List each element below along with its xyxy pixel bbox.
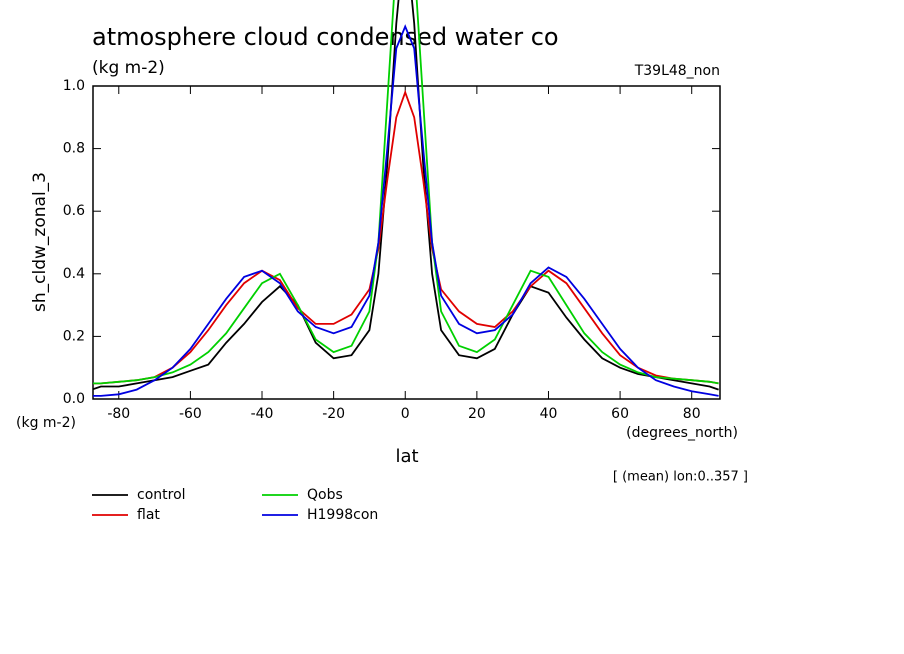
y-tick-label: 1.0 <box>63 78 85 94</box>
legend-label: control <box>137 487 186 503</box>
x-units: (degrees_north) <box>626 425 738 441</box>
y-tick-label: 0.4 <box>63 266 85 282</box>
x-tick-label: -40 <box>251 406 274 422</box>
note: [ (mean) lon:0..357 ] <box>613 470 748 485</box>
x-axis-label: lat <box>395 446 418 467</box>
y-tick-label: 0.0 <box>63 391 85 407</box>
series-line <box>93 89 719 385</box>
x-tick-label: 40 <box>540 406 558 422</box>
x-tick-label: -60 <box>179 406 202 422</box>
series-line <box>93 0 719 385</box>
chart-subtitle: (kg m-2) <box>92 58 165 78</box>
legend-label: flat <box>137 507 160 523</box>
y-tick-label: 0.8 <box>63 141 85 157</box>
x-tick-label: -80 <box>107 406 130 422</box>
chart-title: atmosphere cloud condensed water co <box>92 23 559 51</box>
x-tick-label: 60 <box>611 406 629 422</box>
run-label: T39L48_non <box>634 63 720 79</box>
y-tick-label: 0.2 <box>63 328 85 344</box>
y-units: (kg m-2) <box>16 415 76 431</box>
y-axis-label: sh_cldw_zonal_3 <box>30 172 50 312</box>
x-tick-label: 20 <box>468 406 486 422</box>
plot-lines <box>93 0 719 397</box>
series-line <box>93 0 719 391</box>
x-tick-label: 80 <box>683 406 701 422</box>
x-tick-label: -20 <box>322 406 345 422</box>
series-line <box>93 24 719 397</box>
x-tick-label: 0 <box>401 406 410 422</box>
plot-frame <box>92 85 721 400</box>
y-tick-label: 0.6 <box>63 203 85 219</box>
legend-label: H1998con <box>307 507 378 523</box>
legend-label: Qobs <box>307 487 343 503</box>
